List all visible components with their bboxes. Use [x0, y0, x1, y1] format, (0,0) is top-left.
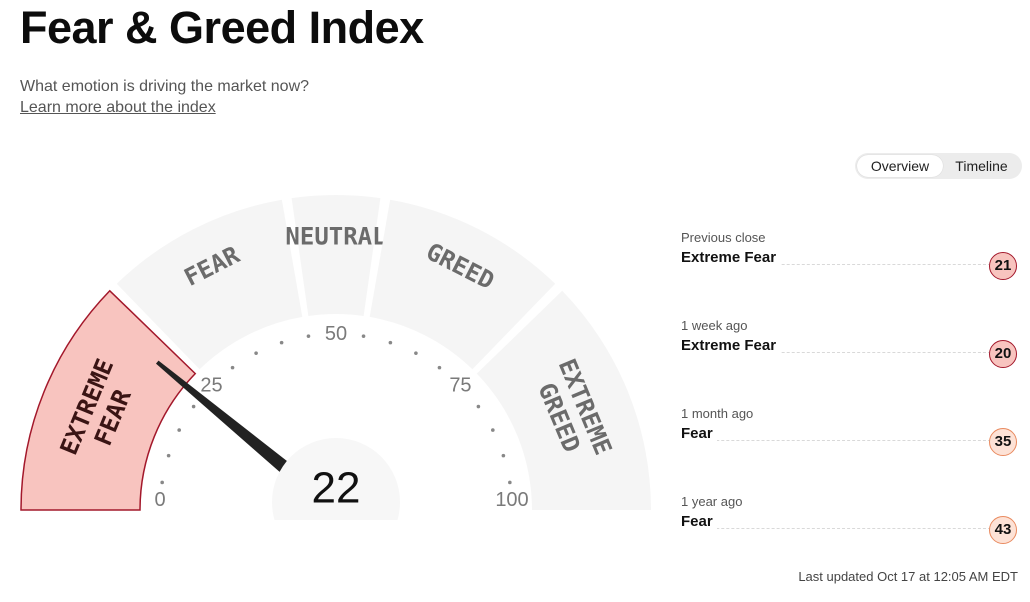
gauge-segment-fear	[116, 199, 303, 370]
gauge-tick-dot	[437, 365, 442, 370]
history-score-badge: 21	[989, 252, 1017, 280]
learn-more-link[interactable]: Learn more about the index	[20, 99, 216, 116]
gauge-tick-dot	[177, 428, 181, 432]
history-item-label: 1 month ago	[681, 406, 754, 421]
last-updated-text: Last updated Oct 17 at 12:05 AM EDT	[798, 569, 1018, 584]
gauge-value: 22	[312, 464, 361, 513]
history-item-value: Extreme Fear	[681, 249, 781, 266]
gauge-segment-neutral	[291, 195, 381, 316]
history-item-1-month-ago: 1 month ago Fear 35	[681, 406, 1021, 466]
history-item-1-year-ago: 1 year ago Fear 43	[681, 494, 1021, 554]
gauge-tick-dot	[230, 365, 235, 370]
gauge-tick-label: 100	[495, 489, 528, 511]
history-item-label: Previous close	[681, 230, 766, 245]
gauge-tick-dot	[476, 404, 481, 409]
history-item-value: Fear	[681, 425, 717, 442]
history-item-value: Extreme Fear	[681, 337, 781, 354]
gauge-tick-dot	[508, 480, 512, 485]
gauge-label-neutral: NEUTRAL	[285, 223, 386, 251]
page-title: Fear & Greed Index	[20, 2, 424, 53]
gauge-segment-greed	[369, 199, 556, 370]
gauge-needle-pointer	[155, 360, 301, 483]
gauge-tick-dot	[306, 334, 311, 338]
overview-tab[interactable]: Overview	[857, 155, 943, 177]
history-score-badge: 20	[989, 340, 1017, 368]
history-score-badge: 35	[989, 428, 1017, 456]
gauge-tick-dot	[361, 334, 366, 338]
gauge-tick-dot	[388, 340, 393, 345]
history-score-badge: 43	[989, 516, 1017, 544]
gauge-center: 22	[272, 438, 400, 520]
gauge-needle	[155, 360, 301, 483]
fear-greed-gauge: EXTREMEFEARFEARNEUTRALGREEDEXTREMEGREED …	[20, 195, 651, 520]
gauge-tick-dot	[160, 480, 164, 485]
view-toggle: Overview Timeline	[855, 153, 1022, 179]
history-item-label: 1 year ago	[681, 494, 743, 509]
gauge-segment-extreme-greed	[476, 290, 651, 510]
history-item-value: Fear	[681, 513, 717, 530]
history-item-leader	[681, 264, 991, 265]
gauge-center-disc	[272, 438, 400, 520]
history-item-leader	[681, 352, 991, 353]
gauge-tick-dot	[279, 340, 284, 345]
history-item-leader	[681, 440, 991, 441]
gauge-tick-label: 50	[325, 323, 347, 345]
gauge-tick-label: 75	[449, 375, 471, 397]
gauge-ticks: 0 25 50 75 100	[154, 323, 528, 511]
gauge-tick-label: 25	[200, 375, 222, 397]
gauge-tick-dot	[491, 428, 495, 432]
gauge-segment-extreme-fear	[20, 289, 197, 511]
gauge-tick-dot	[501, 453, 506, 458]
history-item-1-week-ago: 1 week ago Extreme Fear 20	[681, 318, 1021, 378]
timeline-tab[interactable]: Timeline	[955, 158, 1008, 174]
history-item-previous-close: Previous close Extreme Fear 21	[681, 230, 1021, 290]
gauge-tick-dot	[191, 404, 196, 409]
gauge-tick-dot	[254, 351, 258, 355]
history-item-leader	[681, 528, 991, 529]
gauge-tick-label: 0	[154, 489, 165, 511]
history-item-label: 1 week ago	[681, 318, 748, 333]
gauge-tick-dot	[166, 453, 171, 458]
page-subtitle: What emotion is driving the market now?	[20, 78, 310, 95]
gauge-tick-dot	[414, 351, 418, 355]
